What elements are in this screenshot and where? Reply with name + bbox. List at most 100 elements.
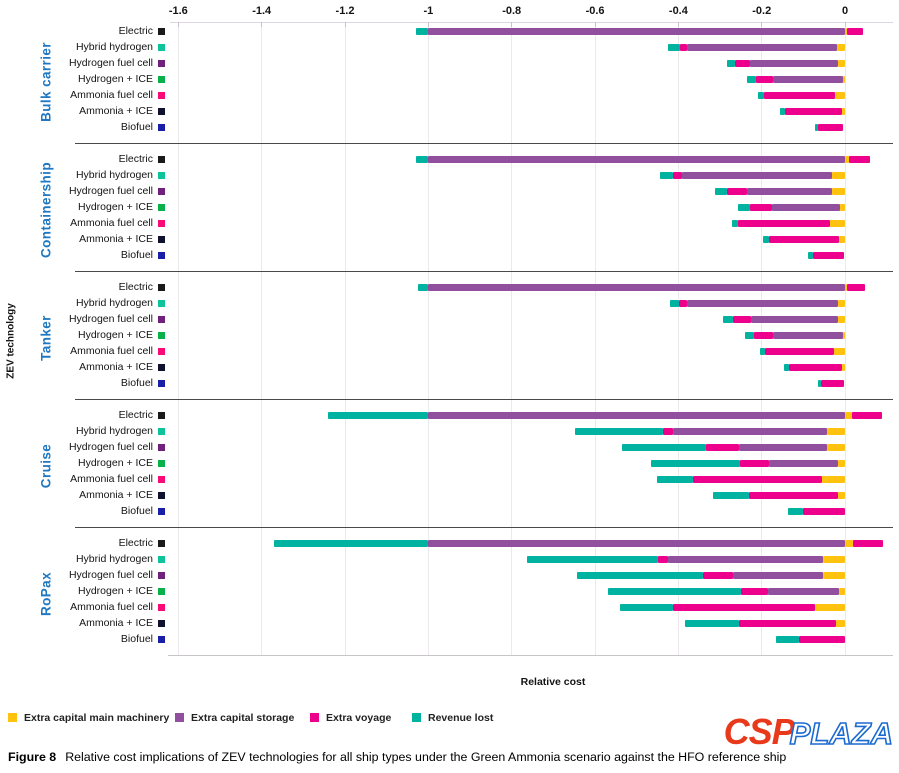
legend-item-revenue-lost: Revenue lost <box>412 708 493 724</box>
bar-segment-revenue-lost <box>808 252 813 259</box>
bar-segment-extra-voyage <box>739 620 836 627</box>
tech-label: Biofuel <box>120 121 153 133</box>
gridline <box>344 22 346 655</box>
bar-segment-revenue-lost <box>713 492 750 499</box>
bar-segment-extra-voyage <box>847 284 866 291</box>
bar-segment-revenue-lost <box>526 556 659 563</box>
bar-segment-extra-capital-main-machinery <box>831 188 846 195</box>
tech-label: Ammonia fuel cell <box>70 473 153 485</box>
tech-marker <box>158 124 165 131</box>
bar-segment-revenue-lost <box>650 460 741 467</box>
x-tick-label: 0 <box>842 5 849 17</box>
tick-mark <box>844 22 846 27</box>
legend-swatch-revenue-lost <box>412 713 421 722</box>
tech-marker <box>158 572 165 579</box>
bar-segment-revenue-lost <box>656 476 694 483</box>
bar-segment-extra-capital-main-machinery <box>815 604 846 611</box>
bar-segment-extra-capital-storage <box>673 428 827 435</box>
bar-segment-extra-voyage <box>738 220 831 227</box>
legend-label: Revenue lost <box>428 712 494 724</box>
bar-segment-revenue-lost <box>670 300 680 307</box>
tech-label: Biofuel <box>120 249 153 261</box>
bar-segment-extra-capital-main-machinery <box>839 588 846 595</box>
tech-label: Ammonia fuel cell <box>70 89 153 101</box>
tech-marker <box>158 556 165 563</box>
tick-mark <box>594 22 596 27</box>
bar-segment-revenue-lost <box>685 620 740 627</box>
legend-swatch-extra-capital-main-machinery <box>8 713 17 722</box>
figure-caption-text: Relative cost implications of ZEV techno… <box>65 750 787 764</box>
tech-label: Electric <box>118 153 153 165</box>
group-separator <box>75 527 893 528</box>
bar-segment-extra-capital-storage <box>746 188 832 195</box>
bar-segment-extra-capital-storage <box>681 172 832 179</box>
tech-label: Hydrogen + ICE <box>78 457 153 469</box>
bar-segment-revenue-lost <box>784 364 790 371</box>
tech-label: Hydrogen + ICE <box>78 585 153 597</box>
tech-marker <box>158 220 165 227</box>
bar-segment-extra-capital-main-machinery <box>841 364 846 371</box>
legend-label: Extra capital main machinery <box>24 712 170 724</box>
tech-label: Hybrid hydrogen <box>75 41 153 53</box>
tech-marker <box>158 492 165 499</box>
tech-label: Electric <box>118 537 153 549</box>
bar-segment-revenue-lost <box>620 604 674 611</box>
tech-label: Hydrogen fuel cell <box>68 313 153 325</box>
bar-segment-extra-capital-main-machinery <box>839 236 846 243</box>
group-separator <box>75 143 893 144</box>
bar-segment-extra-capital-main-machinery <box>835 92 846 99</box>
bar-segment-extra-voyage <box>680 44 687 51</box>
bar-segment-revenue-lost <box>415 156 429 163</box>
gridline <box>511 22 513 655</box>
bar-segment-extra-capital-storage <box>428 28 846 35</box>
bar-segment-extra-capital-main-machinery <box>826 428 846 435</box>
x-tick-label: -1.6 <box>168 5 188 17</box>
x-tick-label: -0.6 <box>585 5 605 17</box>
bar-segment-revenue-lost <box>723 316 733 323</box>
bar-segment-extra-capital-main-machinery <box>831 172 846 179</box>
tech-label: Biofuel <box>120 633 153 645</box>
bar-segment-revenue-lost <box>726 60 736 67</box>
bar-segment-extra-capital-main-machinery <box>838 316 846 323</box>
x-tick-label: -1.2 <box>335 5 355 17</box>
tech-marker <box>158 188 165 195</box>
bar-segment-extra-voyage <box>847 28 863 35</box>
tech-marker <box>158 108 165 115</box>
bar-segment-extra-capital-storage <box>750 60 838 67</box>
bar-segment-extra-capital-storage <box>428 540 846 547</box>
legend-swatch-extra-capital-storage <box>175 713 184 722</box>
bar-segment-extra-capital-storage <box>686 44 837 51</box>
bar-segment-extra-capital-storage <box>769 460 839 467</box>
legend-item-extra-capital-main-machinery: Extra capital main machinery <box>8 708 169 724</box>
bar-segment-extra-capital-main-machinery <box>838 300 846 307</box>
bar-segment-extra-voyage <box>679 300 687 307</box>
bar-segment-extra-capital-main-machinery <box>835 620 846 627</box>
bar-segment-extra-voyage <box>818 124 844 131</box>
bar-segment-extra-capital-main-machinery <box>845 156 850 163</box>
x-tick-label: -0.4 <box>668 5 688 17</box>
bar-segment-revenue-lost <box>788 508 803 515</box>
tech-label: Hydrogen + ICE <box>78 201 153 213</box>
y-axis-title: ZEV technology <box>5 303 17 379</box>
bar-segment-extra-voyage <box>732 316 751 323</box>
bar-segment-extra-voyage <box>658 556 669 563</box>
bar-segment-extra-capital-storage <box>686 300 839 307</box>
gridline <box>427 22 429 655</box>
csp-plaza-logo: CSPPLAZA <box>724 714 894 750</box>
bar-segment-revenue-lost <box>575 428 663 435</box>
tech-marker <box>158 236 165 243</box>
figure-caption: Figure 8 Relative cost implications of ZE… <box>8 750 868 764</box>
tick-mark <box>427 22 429 27</box>
tech-marker <box>158 252 165 259</box>
gridline <box>844 22 846 655</box>
tech-label: Hydrogen fuel cell <box>68 185 153 197</box>
bar-segment-extra-capital-storage <box>428 412 846 419</box>
bar-segment-extra-voyage <box>769 236 840 243</box>
bar-segment-revenue-lost <box>762 236 770 243</box>
bar-segment-extra-voyage <box>703 572 734 579</box>
tech-label: Hydrogen fuel cell <box>68 569 153 581</box>
tech-label: Hydrogen + ICE <box>78 329 153 341</box>
bar-segment-revenue-lost <box>417 284 429 291</box>
legend-label: Extra voyage <box>326 712 392 724</box>
